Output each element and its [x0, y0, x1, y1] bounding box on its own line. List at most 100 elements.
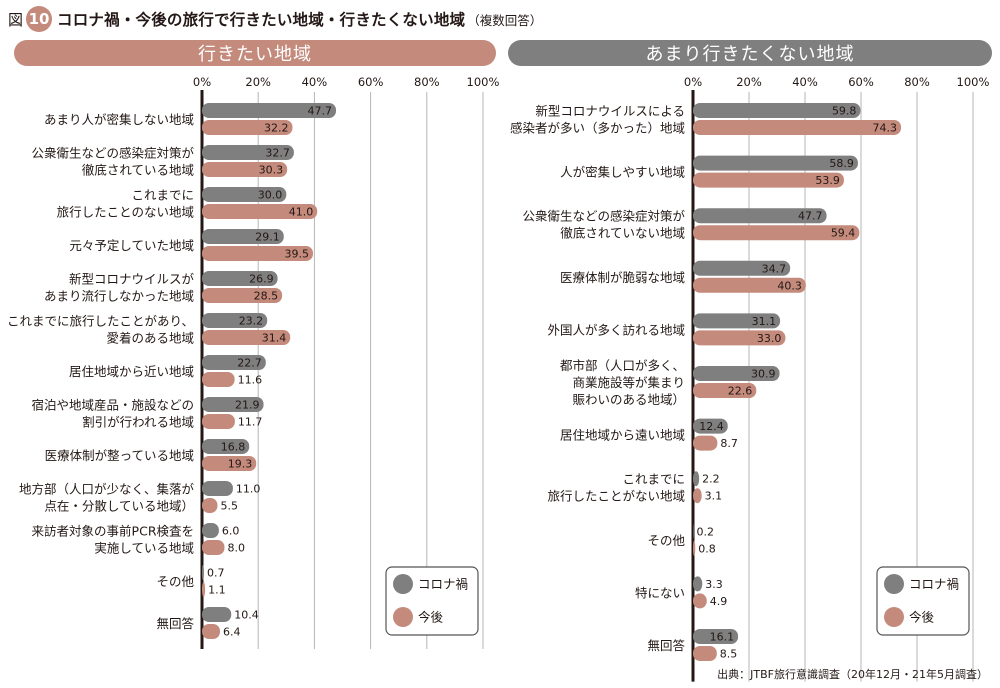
category-label: 賑わいのある地域） — [572, 392, 685, 407]
data-label: 41.0 — [289, 206, 314, 219]
x-tick-label: 40% — [792, 75, 818, 89]
category-label: 商業施設等が集まり — [572, 375, 685, 390]
category-label: 点在・分散している地域） — [44, 499, 194, 514]
category-label: 新型コロナウイルスによる — [535, 104, 685, 119]
category-label: 愛着のある地域 — [106, 331, 194, 346]
bar-future — [693, 120, 901, 135]
x-tick-label: 80% — [904, 75, 930, 89]
data-label: 59.4 — [831, 227, 856, 240]
data-label: 40.3 — [777, 279, 802, 292]
category-label: 医療体制が脆弱な地域 — [560, 270, 685, 285]
bar-future — [202, 582, 205, 597]
x-tick-label: 60% — [848, 75, 874, 89]
data-label: 6.4 — [223, 626, 241, 639]
bar-future — [693, 646, 717, 661]
category-label: 旅行したことがない地域 — [547, 489, 685, 504]
category-label: 外国人が多く訪れる地域 — [547, 322, 685, 337]
category-label: 特にない — [635, 585, 685, 600]
bar-future — [693, 436, 717, 451]
data-label: 23.2 — [239, 315, 264, 328]
legend-swatch-future — [884, 607, 904, 627]
category-label: これまでに旅行したことがあり、 — [7, 314, 194, 329]
category-label: あまり人が密集しない地域 — [44, 112, 194, 127]
data-label: 22.6 — [728, 385, 753, 398]
bar-corona — [202, 607, 231, 622]
x-tick-label: 0% — [193, 75, 211, 89]
data-label: 58.9 — [829, 157, 854, 170]
x-tick-label: 100% — [957, 75, 990, 89]
data-label: 2.2 — [702, 473, 720, 486]
charts-canvas: 0% 20% 40% 60% 80% 100% あまり人が密集しない地域 47.7 32.2 公衆… — [0, 0, 1000, 688]
data-label: 33.0 — [757, 332, 782, 345]
category-label: 公衆衛生などの感染症対策が — [31, 146, 194, 161]
bar-future — [202, 540, 224, 555]
data-label: 0.8 — [698, 542, 716, 555]
data-label: 31.4 — [262, 332, 287, 345]
data-label: 28.5 — [254, 290, 279, 303]
category-label: 都市部（人口が多く、 — [560, 358, 685, 373]
data-label: 0.7 — [207, 567, 225, 580]
source-note: 出典：JTBF旅行意識調査（20年12月・21年5月調査） — [717, 666, 988, 682]
data-label: 47.7 — [798, 210, 823, 223]
data-label: 16.1 — [710, 631, 735, 644]
category-label: 割引が行われる地域 — [82, 415, 194, 430]
data-label: 19.3 — [228, 458, 253, 471]
legend-swatch-corona — [884, 574, 904, 594]
category-label: 無回答 — [156, 616, 194, 631]
category-label: 人が密集しやすい地域 — [560, 165, 685, 180]
bar-future — [202, 372, 235, 387]
category-label: あまり流行しなかった地域 — [44, 289, 194, 304]
category-label: その他 — [156, 574, 194, 589]
data-label: 10.4 — [234, 609, 259, 622]
data-label: 5.5 — [220, 500, 238, 513]
category-label: 旅行したことのない地域 — [57, 205, 194, 220]
x-tick-label: 100% — [467, 75, 500, 89]
data-label: 8.0 — [227, 542, 245, 555]
data-label: 3.3 — [705, 578, 723, 591]
category-label: 来訪者対象の事前PCR検査を — [32, 524, 194, 539]
x-tick-label: 60% — [358, 75, 384, 89]
data-label: 21.9 — [235, 399, 260, 412]
category-label: 元々予定していた地域 — [69, 238, 194, 253]
bar-future — [693, 488, 702, 503]
bar-future — [202, 498, 217, 513]
bar-corona — [693, 576, 702, 591]
data-label: 6.0 — [222, 525, 240, 538]
data-label: 22.7 — [237, 357, 262, 370]
data-label: 1.1 — [208, 584, 226, 597]
bar-future — [693, 541, 695, 556]
x-tick-label: 40% — [302, 75, 328, 89]
legend-swatch-corona — [393, 574, 413, 594]
bar-corona — [693, 471, 699, 486]
category-label: 宿泊や地域産品・施設などの — [31, 398, 194, 413]
category-label: 居住地域から近い地域 — [69, 364, 194, 379]
data-label: 4.9 — [710, 595, 728, 608]
bar-future — [202, 624, 220, 639]
bar-corona — [693, 524, 694, 539]
data-label: 47.7 — [308, 105, 333, 118]
category-label: 新型コロナウイルスが — [69, 272, 195, 287]
data-label: 11.6 — [238, 374, 263, 387]
bar-corona — [202, 565, 204, 580]
x-tick-label: 20% — [736, 75, 762, 89]
data-label: 11.0 — [236, 483, 261, 496]
data-label: 16.8 — [221, 441, 246, 454]
category-label: 無回答 — [647, 638, 685, 653]
data-label: 32.7 — [265, 147, 290, 160]
category-label: 感染者が多い（多かった）地域 — [510, 121, 685, 136]
data-label: 32.2 — [264, 122, 289, 135]
bar-corona — [202, 481, 233, 496]
data-label: 0.2 — [697, 525, 715, 538]
legend-label: コロナ禍 — [909, 577, 959, 592]
data-label: 39.5 — [284, 248, 309, 261]
category-label: 医療体制が整っている地域 — [45, 448, 194, 463]
legend-label: コロナ禍 — [418, 577, 468, 592]
x-tick-label: 0% — [684, 75, 702, 89]
data-label: 30.3 — [259, 164, 284, 177]
bar-future — [693, 593, 707, 608]
category-label: その他 — [647, 533, 685, 548]
data-label: 8.5 — [720, 648, 738, 661]
data-label: 26.9 — [249, 273, 274, 286]
legend-label: 今後 — [418, 610, 444, 625]
category-label: これまでに — [622, 472, 685, 487]
